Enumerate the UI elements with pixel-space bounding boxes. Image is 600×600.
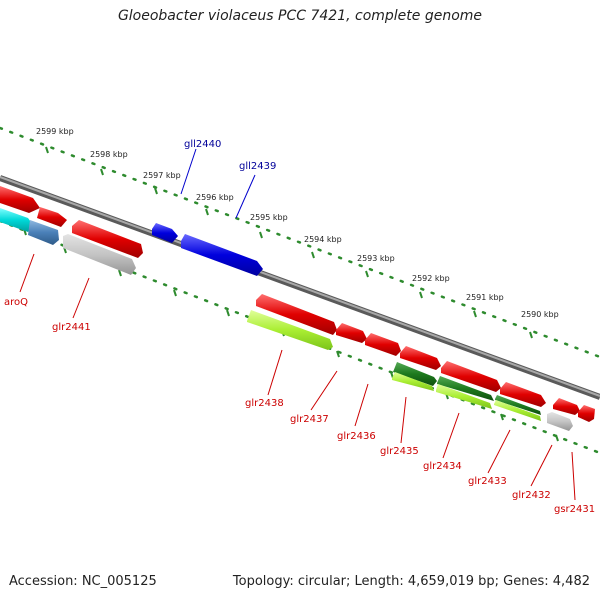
gene-feature[interactable]	[392, 372, 434, 391]
gene-label-glr2437[interactable]: glr2437	[290, 414, 329, 425]
gene-feature[interactable]	[336, 323, 367, 343]
reverse-strand-genes	[0, 208, 595, 431]
gene-feature[interactable]	[37, 207, 67, 227]
scale-label: 2599 kbp	[36, 127, 74, 136]
genome-title: Gloeobacter violaceus PCC 7421, complete…	[117, 8, 483, 24]
gene-label-gll2440[interactable]: gll2440	[184, 139, 221, 150]
gene-feature[interactable]	[0, 208, 33, 232]
gene-labels-bottom: aroQ glr2441 glr2438 glr2437 glr2436 glr…	[4, 297, 595, 515]
gene-label-glr2432[interactable]: glr2432	[512, 490, 551, 501]
genome-backbone	[0, 175, 600, 400]
accession-label: Accession: NC_005125	[9, 574, 157, 589]
scale-labels: 2599 kbp 2598 kbp 2597 kbp 2596 kbp 2595…	[36, 127, 559, 319]
gene-feature[interactable]	[0, 186, 40, 213]
gene-feature[interactable]	[247, 310, 333, 350]
gene-feature[interactable]	[500, 382, 546, 407]
gene-feature[interactable]	[441, 361, 501, 392]
genome-summary-label: Topology: circular; Length: 4,659,019 bp…	[232, 574, 590, 589]
gene-feature[interactable]	[72, 220, 143, 258]
gene-leader-lines	[19, 148, 576, 501]
gene-label-glr2433[interactable]: glr2433	[468, 476, 507, 487]
gene-label-gll2439[interactable]: gll2439	[239, 161, 276, 172]
forward-strand-genes	[0, 186, 263, 276]
gene-feature[interactable]	[495, 395, 541, 415]
gene-feature[interactable]	[365, 333, 401, 356]
gene-label-glr2435[interactable]: glr2435	[380, 446, 419, 457]
gene-label-glr2438[interactable]: glr2438	[245, 398, 284, 409]
gene-feature[interactable]	[400, 346, 441, 370]
gene-feature[interactable]	[437, 376, 494, 401]
outer-scale-ruler	[0, 126, 600, 359]
gene-label-glr2434[interactable]: glr2434	[423, 461, 462, 472]
gene-feature[interactable]	[181, 234, 263, 276]
scale-label: 2592 kbp	[412, 274, 450, 283]
scale-label: 2594 kbp	[304, 235, 342, 244]
gene-feature[interactable]	[152, 223, 178, 243]
scale-label: 2593 kbp	[357, 254, 395, 263]
gene-label-glr2436[interactable]: glr2436	[337, 431, 376, 442]
gene-label-aroq[interactable]: aroQ	[4, 297, 28, 308]
scale-label: 2591 kbp	[466, 293, 504, 302]
gene-feature[interactable]	[256, 294, 337, 335]
scale-label: 2596 kbp	[196, 193, 234, 202]
gene-feature[interactable]	[63, 234, 136, 275]
gene-labels-top: gll2440 gll2439	[184, 139, 276, 172]
gene-feature[interactable]	[393, 362, 437, 386]
scale-label: 2598 kbp	[90, 150, 128, 159]
gene-label-gsr2431[interactable]: gsr2431	[554, 504, 595, 515]
gene-feature[interactable]	[436, 384, 492, 409]
gene-feature[interactable]	[553, 398, 580, 415]
gene-feature[interactable]	[578, 405, 595, 422]
scale-label: 2590 kbp	[521, 310, 559, 319]
gene-feature[interactable]	[28, 220, 59, 245]
gene-feature[interactable]	[494, 400, 541, 421]
gene-label-glr2441[interactable]: glr2441	[52, 322, 91, 333]
scale-label: 2597 kbp	[143, 171, 181, 180]
gene-feature[interactable]	[547, 412, 573, 431]
scale-label: 2595 kbp	[250, 213, 288, 222]
